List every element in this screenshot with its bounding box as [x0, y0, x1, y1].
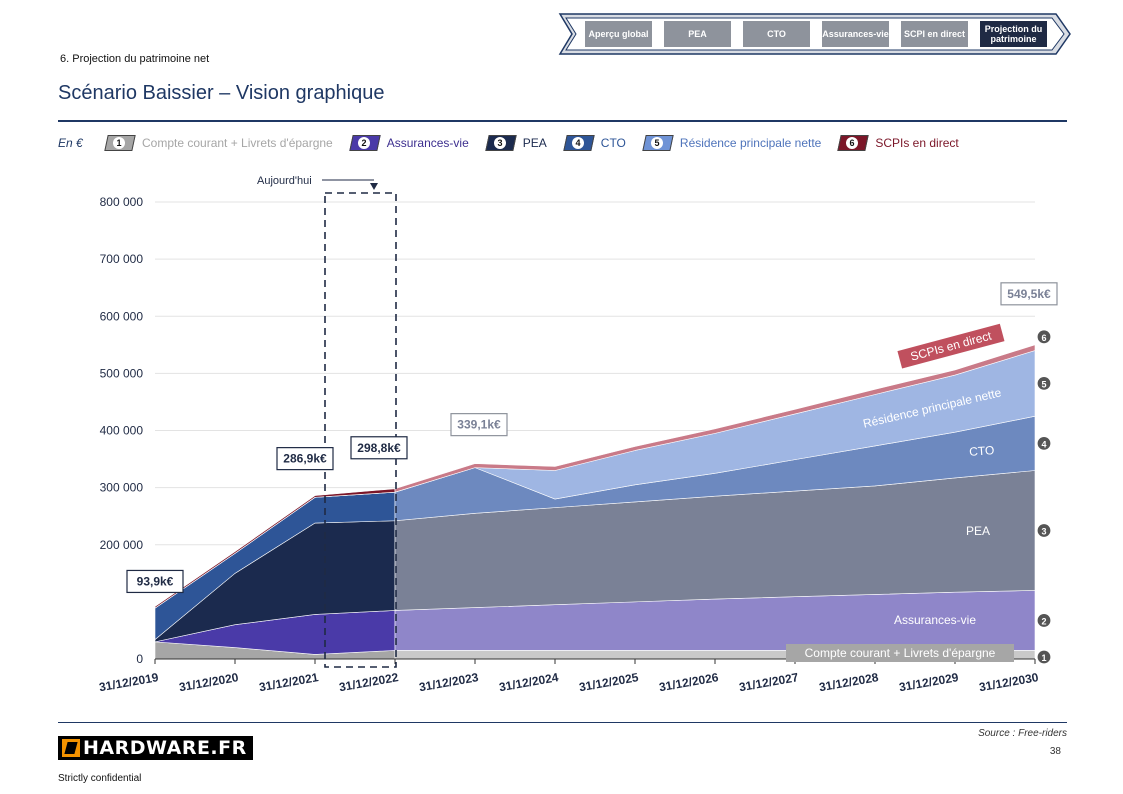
- y-tick-label: 800 000: [100, 195, 144, 209]
- total-callout-box: [126, 569, 184, 594]
- nav-tab-projection[interactable]: Projection du patrimoine: [980, 21, 1047, 47]
- legend-label-assurances: Assurances-vie: [386, 136, 469, 150]
- series-marker-assurances-vie: [1036, 612, 1052, 629]
- chart-legend: 1 Compte courant + Livrets d'épargne 2 A…: [104, 133, 977, 153]
- area-scpis-en-direct-projected: [394, 344, 1036, 493]
- area-label-text: Assurances-vie: [894, 613, 976, 627]
- series-marker-scpis-en-direct: [1036, 329, 1052, 345]
- x-tick-label: 31/12/2029: [898, 670, 960, 694]
- source-note: Source : Free-riders: [978, 728, 1067, 739]
- legend-label-scpi: SCPIs en direct: [875, 136, 959, 150]
- total-callout-box: [276, 447, 334, 471]
- x-tick-label: 31/12/2022: [338, 670, 400, 694]
- legend-label-residence: Résidence principale nette: [679, 136, 822, 150]
- page-title: Scénario Baissier – Vision graphique: [58, 82, 385, 104]
- y-tick-label: 0: [136, 652, 143, 666]
- today-label: Aujourd'hui: [257, 175, 312, 187]
- area-label-pea: PEA: [966, 524, 990, 538]
- page-number: 38: [1049, 746, 1061, 757]
- nav-tab-pea[interactable]: PEA: [664, 21, 731, 47]
- x-tick-label: 31/12/2027: [738, 670, 800, 694]
- y-tick-label: 500 000: [100, 366, 144, 380]
- legend-item-assurances: 2 Assurances-vie: [349, 135, 469, 151]
- section-label: 6. Projection du patrimoine net: [60, 53, 210, 65]
- x-tick-label: 31/12/2026: [658, 670, 720, 694]
- x-tick-label: 31/12/2021: [258, 670, 320, 694]
- x-tick-label: 31/12/2020: [178, 670, 240, 694]
- series-marker-number: 6: [1041, 333, 1046, 343]
- x-tick-label: 31/12/2028: [818, 670, 880, 694]
- footer-divider: [58, 722, 1067, 723]
- y-tick-label: 700 000: [100, 252, 144, 266]
- x-tick-label: 31/12/2030: [978, 670, 1040, 694]
- logo-mark-icon: [62, 739, 80, 757]
- nav-tab-scpi[interactable]: SCPI en direct: [901, 21, 968, 47]
- legend-item-pea: 3 PEA: [485, 135, 547, 151]
- legend-item-residence: 5 Résidence principale nette: [642, 135, 822, 151]
- total-callout-box: [450, 413, 508, 437]
- area-label-assurances-vie: Assurances-vie: [894, 613, 976, 627]
- y-tick-label: 300 000: [100, 481, 144, 495]
- x-tick-label: 31/12/2019: [98, 670, 160, 694]
- x-tick-label: 31/12/2023: [418, 670, 480, 694]
- nav-tab-cto[interactable]: CTO: [743, 21, 810, 47]
- confidential-note: Strictly confidential: [58, 773, 142, 784]
- total-callout-value: 93,9k€: [137, 574, 174, 588]
- legend-label-comptes: Compte courant + Livrets d'épargne: [142, 136, 333, 150]
- section-navigation: Aperçu global PEA CTO Assurances-vie SCP…: [558, 11, 1073, 57]
- stacked-area-chart: 0 200 000 300 000 400 000 500 000 600 000 700 …: [98, 175, 1058, 694]
- area-label-text: CTO: [969, 443, 995, 459]
- series-marker-residence-principale-nette: [1036, 375, 1052, 391]
- x-tick-label: 31/12/2024: [498, 670, 560, 694]
- area-label-box: [786, 644, 1014, 662]
- x-tick-label: 31/12/2025: [578, 670, 640, 694]
- total-callout-value: 286,9k€: [283, 452, 327, 466]
- total-callout-value: 339,1k€: [457, 418, 501, 432]
- area-label-compte-courant-livrets-d-epargne: Compte courant + Livrets d'épargne: [786, 644, 1014, 662]
- unit-label: En €: [58, 136, 83, 150]
- total-callout-box: [350, 436, 408, 460]
- y-tick-label: 200 000: [100, 538, 144, 552]
- series-marker-number: 3: [1041, 526, 1046, 536]
- series-marker-compte-courant-livrets-d-epargne: [1036, 649, 1052, 665]
- area-label-box: [897, 323, 1005, 369]
- total-callout-value: 298,8k€: [357, 441, 401, 455]
- legend-label-pea: PEA: [522, 136, 547, 150]
- total-callout-value: 549,5k€: [1007, 287, 1051, 301]
- area-label-text: Compte courant + Livrets d'épargne: [805, 646, 996, 660]
- series-marker-number: 5: [1041, 379, 1046, 389]
- y-tick-label: 400 000: [100, 424, 144, 438]
- series-marker-pea: [1036, 522, 1052, 539]
- legend-item-comptes: 1 Compte courant + Livrets d'épargne: [104, 135, 333, 151]
- y-tick-label: 600 000: [100, 309, 144, 323]
- today-highlight-box: [324, 192, 397, 668]
- legend-item-scpi: 6 SCPIs en direct: [837, 135, 959, 151]
- series-marker-number: 4: [1041, 439, 1046, 449]
- today-pointer-arrow: [370, 183, 378, 190]
- area-label-cto: CTO: [969, 443, 995, 459]
- nav-tab-assurances-vie[interactable]: Assurances-vie: [822, 21, 889, 47]
- title-divider: [58, 120, 1067, 122]
- series-marker-number: 1: [1041, 653, 1046, 663]
- legend-label-cto: CTO: [600, 136, 626, 150]
- area-label-text: PEA: [966, 524, 990, 538]
- nav-tab-apercu-global[interactable]: Aperçu global: [585, 21, 652, 47]
- series-marker-cto: [1036, 435, 1052, 451]
- total-callout-box: [1000, 282, 1058, 306]
- logo-text: HARDWARE.FR: [83, 737, 247, 759]
- hardware-logo: HARDWARE.FR: [58, 736, 253, 760]
- legend-item-cto: 4 CTO: [563, 135, 626, 151]
- series-marker-number: 2: [1041, 616, 1046, 626]
